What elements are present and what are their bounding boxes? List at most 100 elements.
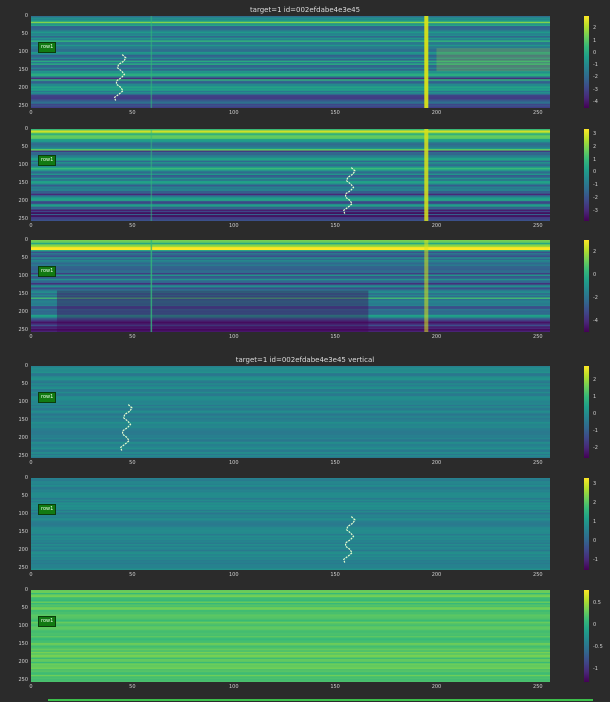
- colorbar: [584, 240, 589, 332]
- heatmap-row: [31, 552, 550, 555]
- heatmap-row: [31, 129, 550, 131]
- x-tick-label: 0: [29, 460, 33, 466]
- heatmap-row: [31, 512, 550, 515]
- heatmap-row: [31, 445, 550, 447]
- heatmap-row: [31, 320, 550, 323]
- heatmap-row: [31, 594, 550, 597]
- y-tick-label: 150: [18, 640, 28, 647]
- heatmap-row: [31, 192, 550, 195]
- heatmap-row: [31, 327, 550, 330]
- heatmap-row: [31, 326, 550, 329]
- heatmap-row: [31, 409, 550, 412]
- x-tick-label: 0: [29, 572, 33, 578]
- heatmap-row: [31, 219, 550, 221]
- heatmap-row: [31, 47, 550, 50]
- heatmap-row: [31, 656, 550, 659]
- heatmap-row: [31, 390, 550, 393]
- heatmap-row: [31, 329, 550, 332]
- heatmap-plot: [31, 590, 550, 682]
- heatmap-row: [31, 49, 550, 51]
- heatmap-shade: [56, 290, 369, 332]
- colorbar-tick-label: 1: [593, 519, 597, 526]
- heatmap-row: [31, 166, 550, 169]
- heatmap-row: [31, 99, 550, 102]
- x-tick-label: 250: [533, 460, 543, 466]
- heatmap-row: [31, 77, 550, 80]
- heatmap-row: [31, 371, 550, 374]
- x-tick-label: 50: [129, 334, 136, 340]
- heatmap-row: [31, 549, 550, 552]
- colorbar-tick-label: 3: [593, 131, 597, 138]
- heatmap-row: [31, 70, 550, 73]
- heatmap-row: [31, 66, 550, 69]
- heatmap-row: [31, 644, 550, 647]
- heatmap-row: [31, 59, 550, 62]
- heatmap-row: [31, 95, 550, 97]
- heatmap-row: [31, 536, 550, 539]
- y-tick-label: 250: [18, 452, 28, 459]
- heatmap-row: [31, 254, 550, 257]
- y-tick-label: 50: [21, 254, 28, 261]
- heatmap-row: [31, 400, 550, 403]
- heatmap-row: [31, 304, 550, 307]
- heatmap-row: [31, 258, 550, 261]
- heatmap-row: [31, 41, 550, 44]
- heatmap-row: [31, 423, 550, 426]
- y-tick-label: 100: [18, 48, 28, 55]
- heatmap-row: [31, 403, 550, 406]
- heatmap-row: [31, 608, 550, 611]
- heatmap-row: [31, 435, 550, 437]
- heatmap-row: [31, 429, 550, 432]
- heatmap-row: [31, 199, 550, 202]
- x-tick-label: 150: [330, 223, 340, 229]
- y-tick-label: 0: [24, 363, 28, 369]
- heatmap-row: [31, 301, 550, 304]
- y-tick-label: 0: [24, 126, 28, 132]
- heatmap-row: [31, 265, 550, 268]
- y-tick-label: 50: [21, 30, 28, 37]
- x-tick-label: 100: [228, 334, 239, 340]
- heatmap-row: [31, 368, 550, 371]
- heatmap-row: [31, 501, 550, 503]
- colorbar: [584, 16, 589, 108]
- heatmap-row: [31, 177, 550, 180]
- heatmap-row: [31, 502, 550, 505]
- heatmap-row: [31, 152, 550, 154]
- heatmap-row: [31, 28, 550, 31]
- heatmap-row: [31, 671, 550, 674]
- colorbar-tick-label: 0: [593, 538, 597, 545]
- y-tick-label: 100: [18, 272, 28, 279]
- heatmap-row: [31, 311, 550, 314]
- heatmap-row: [31, 324, 550, 327]
- heatmap-row: [31, 627, 550, 630]
- heatmap-row: [31, 498, 550, 501]
- heatmap-row: [31, 82, 550, 85]
- heatmap-row: [31, 278, 550, 281]
- heatmap-row: [31, 208, 550, 210]
- heatmap-row: [31, 660, 550, 663]
- heatmap-row: [31, 633, 550, 636]
- heatmap-row: [31, 393, 550, 396]
- heatmap-row: [31, 284, 550, 287]
- heatmap-row: [31, 417, 550, 420]
- vertical-stripe: [150, 240, 153, 332]
- heatmap-row: [31, 293, 550, 296]
- heatmap-row: [31, 436, 550, 439]
- heatmap-row: [31, 176, 550, 179]
- x-tick-label: 150: [330, 684, 340, 690]
- heatmap-row: [31, 36, 550, 39]
- heatmap-row: [31, 263, 550, 265]
- heatmap-panel-6: row1 0 50 100 150 200 250 0 50 100 150 200 250 0.5 0 -0…: [0, 587, 610, 694]
- heatmap-row: [31, 383, 550, 386]
- heatmap-row: [31, 419, 550, 422]
- heatmap-row: [31, 384, 550, 387]
- heatmap-row: [31, 513, 550, 516]
- heatmap-row: [31, 144, 550, 147]
- colorbar-tick-label: -1: [593, 557, 598, 564]
- vertical-stripe: [150, 129, 153, 221]
- heatmap-row: [31, 636, 550, 638]
- heatmap-row: [31, 33, 550, 36]
- heatmap-row: [31, 670, 550, 673]
- heatmap-row: [31, 377, 550, 380]
- x-tick-label: 250: [533, 334, 543, 340]
